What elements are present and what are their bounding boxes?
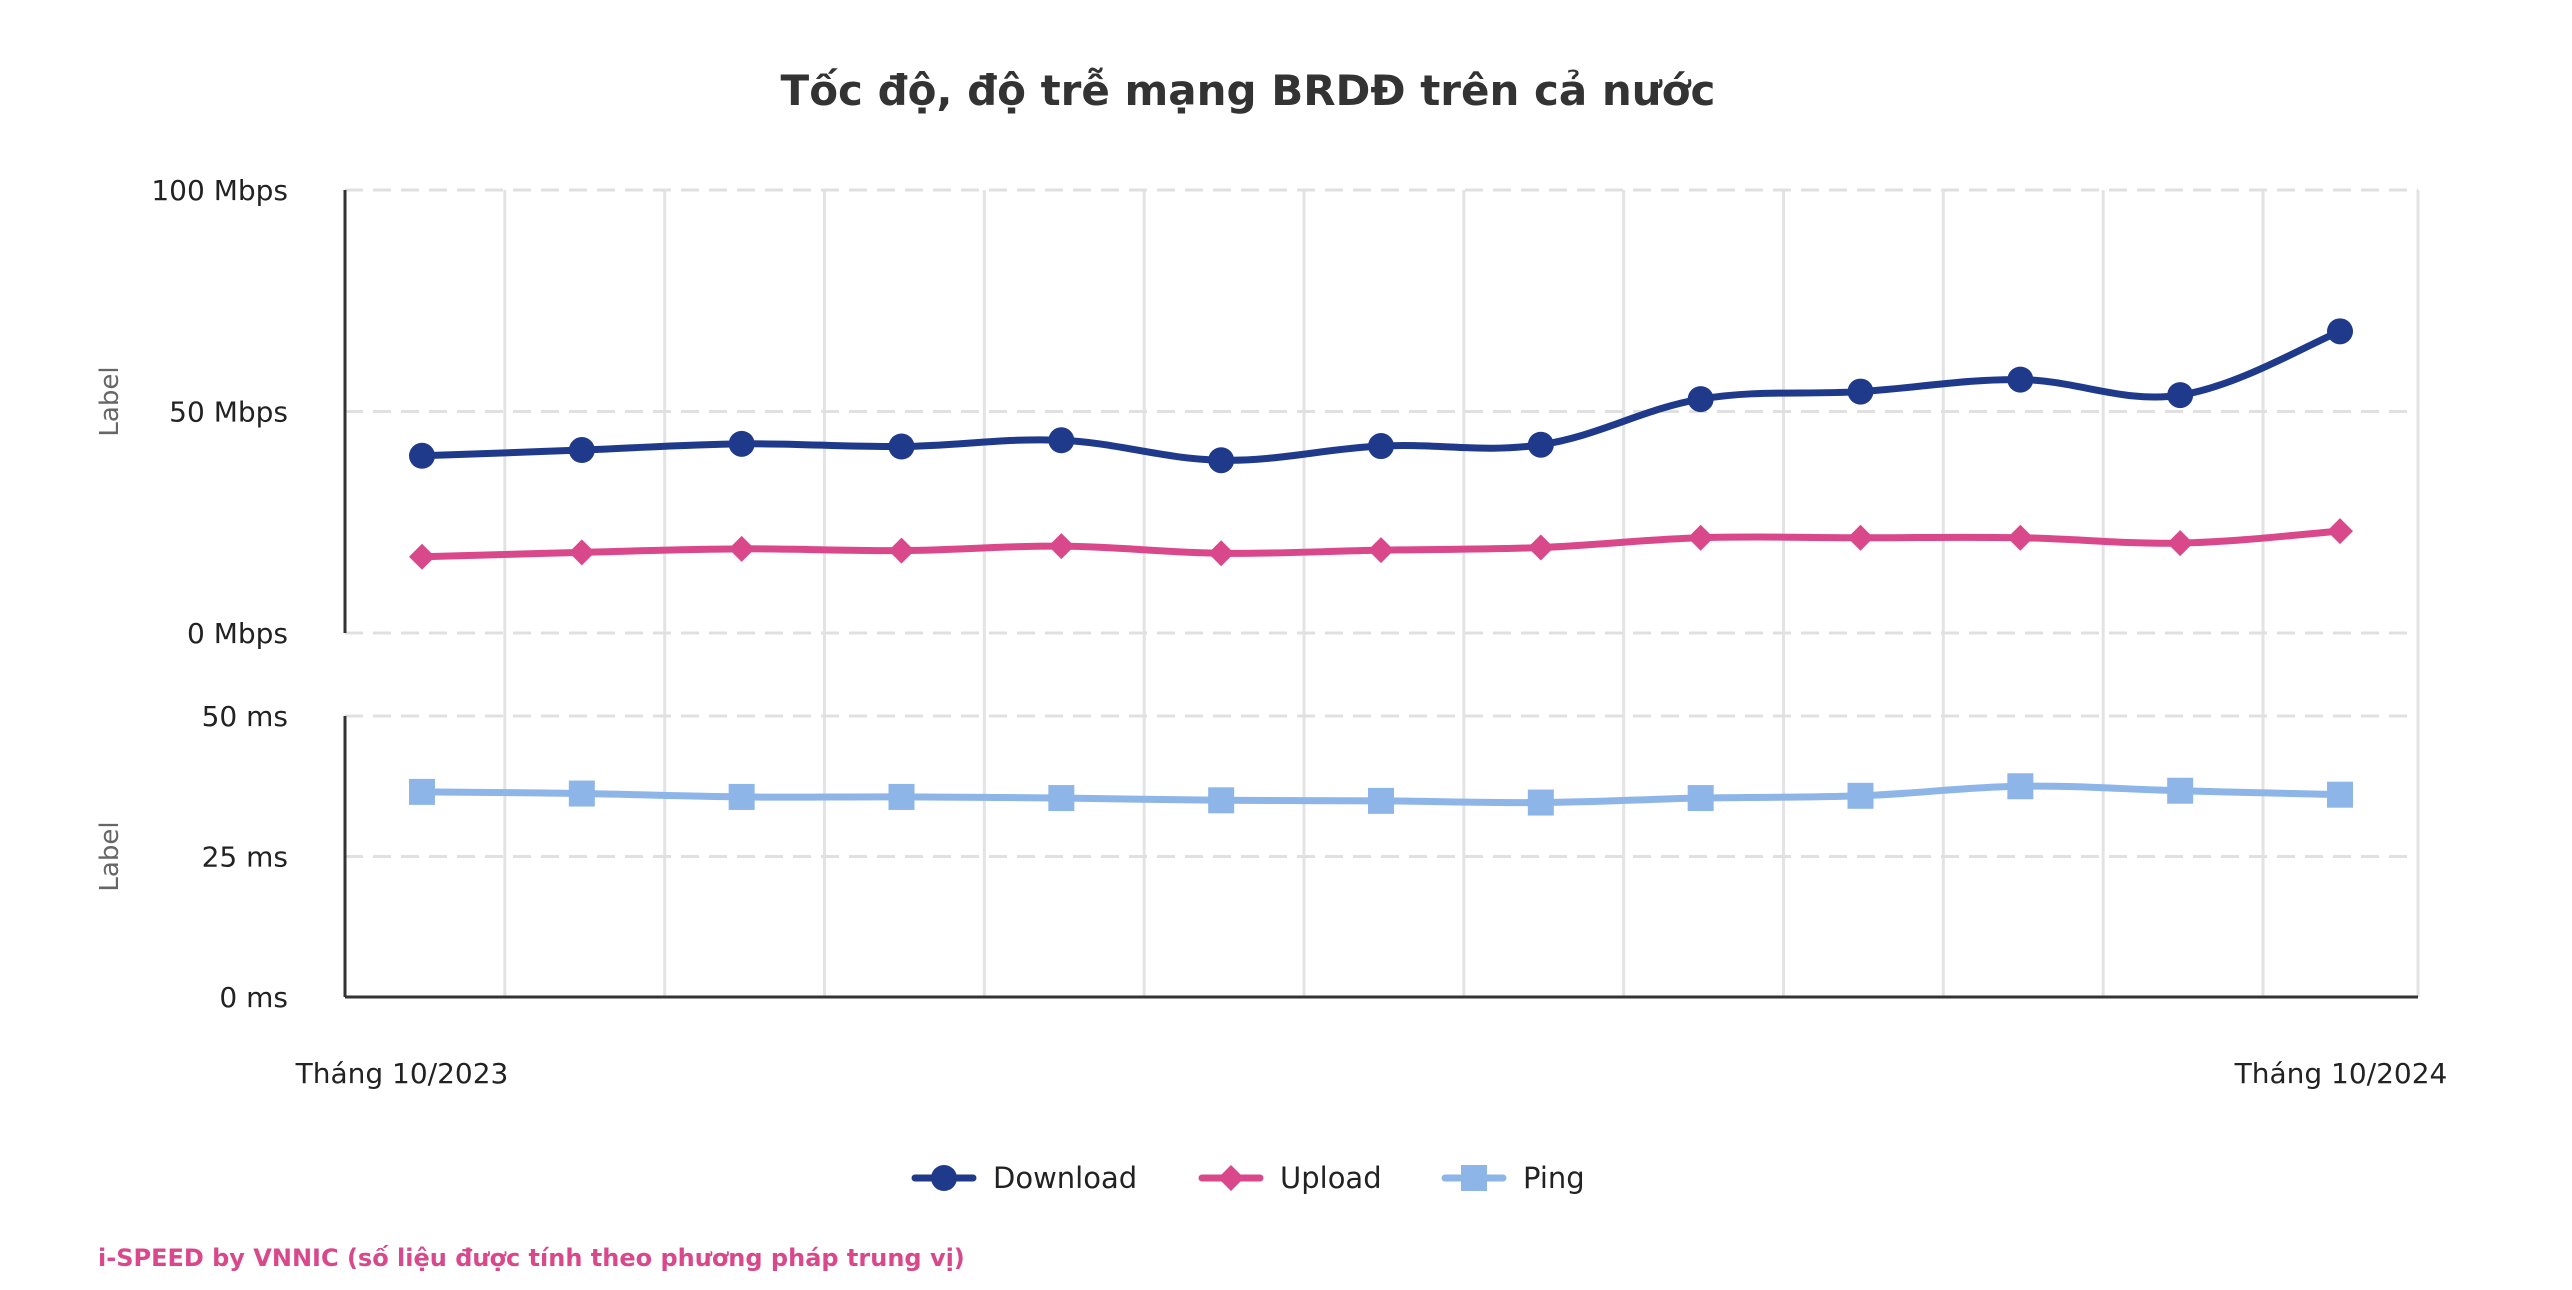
- point-download: [2327, 318, 2353, 345]
- point-ping: [568, 780, 595, 807]
- legend-label: Download: [993, 1161, 1137, 1195]
- point-upload: [568, 539, 595, 566]
- y-axis-title: Label: [95, 366, 125, 436]
- point-ping: [1527, 789, 1554, 816]
- legend-label: Ping: [1523, 1161, 1585, 1195]
- y-tick-label: 50 Mbps: [169, 396, 288, 429]
- footer-note: i-SPEED by VNNIC (số liệu được tính theo…: [98, 1244, 965, 1272]
- legend-item-download[interactable]: Download: [911, 1161, 1137, 1195]
- series: [409, 318, 2353, 816]
- point-upload: [1048, 533, 1075, 560]
- axes: [343, 190, 2418, 999]
- x-tick-label-first: Tháng 10/2023: [295, 1057, 509, 1090]
- point-download: [1527, 431, 1554, 458]
- legend-marker-ping: [1461, 1165, 1487, 1191]
- point-upload: [1847, 524, 1874, 551]
- point-upload: [409, 543, 435, 570]
- grid: [345, 188, 2420, 997]
- point-ping: [2007, 773, 2034, 800]
- point-upload: [1208, 540, 1235, 567]
- point-upload: [728, 535, 755, 562]
- y-tick-label: 0 ms: [219, 981, 288, 1014]
- point-ping: [1847, 782, 1874, 809]
- point-upload: [2167, 530, 2194, 557]
- series-download: [409, 318, 2353, 474]
- legend-marker-download: [931, 1165, 957, 1191]
- point-upload: [1527, 534, 1554, 561]
- legend-label: Upload: [1280, 1161, 1382, 1195]
- point-upload: [888, 537, 915, 564]
- point-ping: [2327, 781, 2353, 808]
- point-download: [1847, 378, 1874, 405]
- point-ping: [1368, 787, 1394, 814]
- legend: Download Upload Ping: [911, 1161, 1585, 1195]
- point-upload: [2327, 518, 2353, 545]
- x-tick-label-last: Tháng 10/2024: [2234, 1057, 2448, 1090]
- point-ping: [409, 778, 435, 805]
- point-upload: [2007, 524, 2034, 551]
- axis-titles: Label Label: [95, 366, 125, 891]
- point-upload: [1687, 524, 1714, 551]
- point-download: [409, 442, 435, 469]
- point-download: [1368, 433, 1394, 460]
- series-upload: [409, 518, 2353, 570]
- y-tick-label: 0 Mbps: [187, 617, 288, 650]
- point-ping: [888, 783, 915, 810]
- point-download: [568, 437, 595, 464]
- y-tick-labels: 0 Mbps 50 Mbps 100 Mbps 0 ms 25 ms 50 ms: [151, 174, 288, 1014]
- point-ping: [2167, 777, 2194, 804]
- point-ping: [728, 783, 755, 810]
- point-ping: [1687, 785, 1714, 812]
- point-download: [2167, 382, 2194, 409]
- y-tick-label: 25 ms: [202, 841, 288, 874]
- legend-item-upload[interactable]: Upload: [1198, 1161, 1382, 1195]
- legend-item-ping[interactable]: Ping: [1441, 1161, 1585, 1195]
- point-download: [1687, 386, 1714, 413]
- point-ping: [1048, 785, 1075, 812]
- point-upload: [1368, 537, 1394, 564]
- series-ping: [409, 773, 2353, 816]
- point-download: [2007, 366, 2034, 393]
- y-axis-title: Label: [95, 821, 125, 891]
- legend-marker-upload: [1218, 1165, 1244, 1191]
- chart-title: Tốc độ, độ trễ mạng BRDĐ trên cả nước: [781, 66, 1716, 115]
- point-download: [888, 433, 915, 460]
- point-download: [1048, 427, 1075, 454]
- y-tick-label: 100 Mbps: [151, 174, 288, 207]
- y-tick-label: 50 ms: [202, 700, 288, 733]
- point-download: [1208, 447, 1235, 474]
- point-download: [728, 430, 755, 457]
- point-ping: [1208, 787, 1235, 814]
